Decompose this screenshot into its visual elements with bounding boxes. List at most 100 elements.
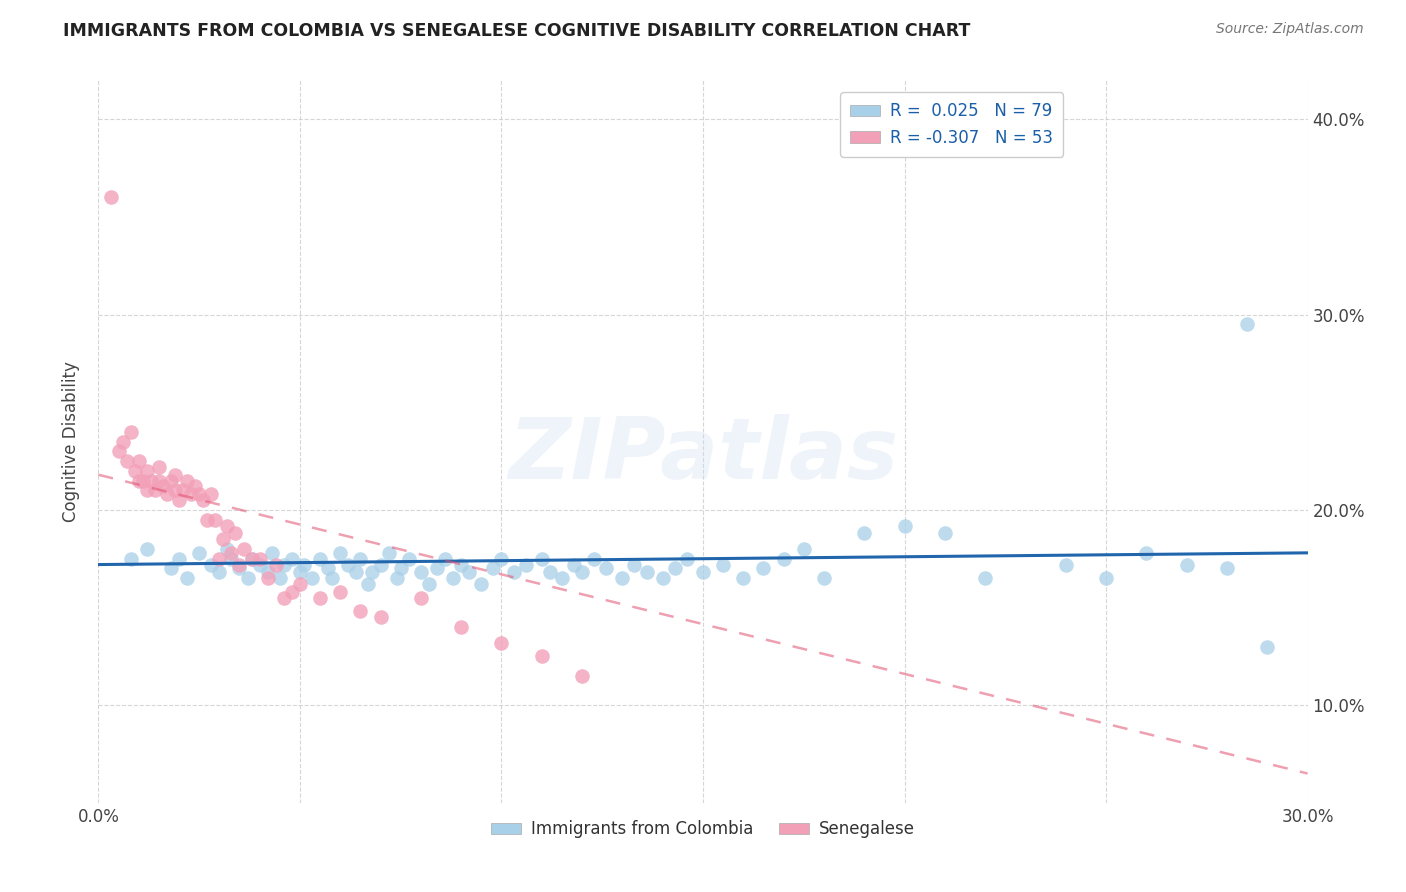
- Point: [160, 474, 183, 488]
- Point: [221, 546, 243, 560]
- Point: [409, 591, 432, 605]
- Point: [236, 571, 259, 585]
- Point: [583, 551, 606, 566]
- Point: [349, 551, 371, 566]
- Text: Source: ZipAtlas.com: Source: ZipAtlas.com: [1216, 22, 1364, 37]
- Point: [344, 566, 367, 580]
- Point: [232, 541, 254, 556]
- Point: [450, 558, 472, 572]
- Point: [249, 558, 271, 572]
- Point: [281, 585, 304, 599]
- Point: [409, 566, 432, 580]
- Point: [184, 479, 207, 493]
- Point: [120, 425, 142, 439]
- Point: [167, 493, 190, 508]
- Point: [176, 571, 198, 585]
- Text: IMMIGRANTS FROM COLOMBIA VS SENEGALESE COGNITIVE DISABILITY CORRELATION CHART: IMMIGRANTS FROM COLOMBIA VS SENEGALESE C…: [63, 22, 970, 40]
- Point: [752, 561, 775, 575]
- Point: [172, 483, 194, 498]
- Point: [167, 551, 190, 566]
- Point: [256, 566, 278, 580]
- Point: [329, 585, 352, 599]
- Point: [450, 620, 472, 634]
- Point: [221, 551, 243, 566]
- Point: [188, 487, 211, 501]
- Point: [288, 577, 311, 591]
- Point: [482, 561, 505, 575]
- Point: [530, 551, 553, 566]
- Point: [128, 474, 150, 488]
- Point: [385, 571, 408, 585]
- Point: [281, 551, 304, 566]
- Point: [562, 558, 585, 572]
- Point: [470, 577, 492, 591]
- Point: [418, 577, 440, 591]
- Point: [292, 558, 315, 572]
- Point: [491, 635, 513, 649]
- Point: [100, 190, 122, 204]
- Point: [228, 558, 250, 572]
- Point: [361, 566, 384, 580]
- Point: [623, 558, 645, 572]
- Point: [156, 487, 179, 501]
- Point: [676, 551, 699, 566]
- Point: [269, 571, 291, 585]
- Point: [152, 479, 174, 493]
- Point: [733, 571, 755, 585]
- Point: [538, 566, 561, 580]
- Point: [337, 558, 360, 572]
- Point: [193, 493, 215, 508]
- Point: [370, 558, 392, 572]
- Point: [458, 566, 481, 580]
- Point: [124, 464, 146, 478]
- Point: [176, 474, 198, 488]
- Point: [195, 513, 218, 527]
- Point: [273, 591, 295, 605]
- Point: [273, 558, 295, 572]
- Point: [357, 577, 380, 591]
- Point: [1256, 640, 1278, 654]
- Point: [148, 459, 170, 474]
- Point: [120, 551, 142, 566]
- Point: [974, 571, 997, 585]
- Point: [612, 571, 634, 585]
- Point: [316, 561, 339, 575]
- Point: [135, 483, 157, 498]
- Point: [692, 566, 714, 580]
- Legend: Immigrants from Colombia, Senegalese: Immigrants from Colombia, Senegalese: [485, 814, 921, 845]
- Point: [200, 558, 222, 572]
- Point: [180, 487, 202, 501]
- Point: [349, 604, 371, 618]
- Point: [441, 571, 464, 585]
- Point: [793, 541, 815, 556]
- Point: [1135, 546, 1157, 560]
- Point: [200, 487, 222, 501]
- Point: [651, 571, 673, 585]
- Point: [571, 566, 593, 580]
- Point: [329, 546, 352, 560]
- Point: [502, 566, 524, 580]
- Point: [204, 513, 226, 527]
- Point: [664, 561, 686, 575]
- Point: [264, 558, 287, 572]
- Point: [309, 591, 332, 605]
- Point: [288, 566, 311, 580]
- Point: [217, 541, 239, 556]
- Point: [188, 546, 211, 560]
- Point: [711, 558, 734, 572]
- Point: [132, 474, 155, 488]
- Point: [309, 551, 332, 566]
- Point: [551, 571, 574, 585]
- Point: [163, 483, 186, 498]
- Point: [321, 571, 343, 585]
- Point: [636, 566, 658, 580]
- Point: [128, 454, 150, 468]
- Point: [135, 541, 157, 556]
- Point: [228, 561, 250, 575]
- Point: [240, 551, 263, 566]
- Point: [208, 566, 231, 580]
- Point: [571, 669, 593, 683]
- Point: [301, 571, 323, 585]
- Point: [389, 561, 412, 575]
- Point: [212, 532, 235, 546]
